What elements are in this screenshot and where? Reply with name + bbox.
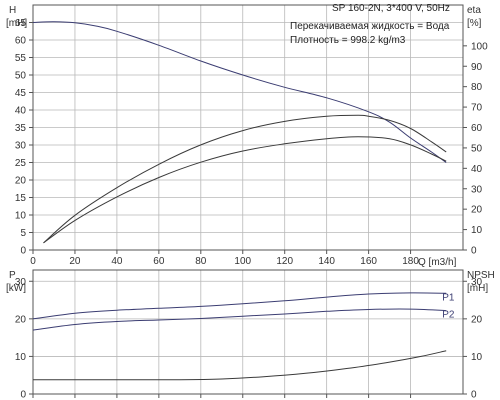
right-tick-label: 10 (471, 225, 483, 236)
left-tick-label: 10 (15, 211, 27, 222)
series-line-1-1 (32, 21, 447, 163)
left-tick-label: 20 (15, 176, 27, 187)
chart-title: SP 160-2N, 3*400 V, 50Hz (332, 3, 450, 14)
plot-frame (32, 269, 464, 395)
right-tick-label: 90 (471, 62, 483, 73)
x-tick-label: 160 (360, 256, 377, 267)
right-tick-label: 100 (471, 41, 488, 52)
right-tick-label: 70 (471, 103, 483, 114)
right-tick-label: 30 (471, 277, 483, 288)
series-line-2-3 (33, 350, 447, 381)
right-tick-label: 20 (471, 205, 483, 216)
power-axis-name: P (9, 270, 16, 281)
x-tick-label: 180 (402, 256, 419, 267)
density-info: Плотность = 998.2 kg/m3 (290, 35, 406, 46)
x-axis-label: Q [m3/h] (418, 257, 457, 268)
series-line-1-2 (43, 114, 447, 244)
right-tick-label: 20 (471, 314, 483, 325)
left-tick-label: 10 (15, 352, 27, 363)
x-tick-label: 120 (276, 256, 293, 267)
fluid-info: Перекачиваемая жидкость = Вода (290, 21, 450, 32)
left-tick-label: 0 (20, 390, 26, 400)
series-p1-line (32, 292, 447, 320)
eta-axis-unit: [%] (467, 18, 482, 29)
top-chart: 0 20 40 60 80 100 120 140 160 1800510152025303540… (15, 4, 488, 267)
left-tick-label: 35 (15, 123, 27, 134)
left-tick-label: 60 (15, 36, 27, 47)
left-tick-label: 20 (15, 314, 27, 325)
left-tick-label: 65 (15, 18, 27, 29)
series-p2-label: P2 (442, 310, 455, 321)
bottom-chart: 0 10 20 30 0 10 20 30 P1 P2 (15, 269, 483, 400)
right-tick-label: 40 (471, 164, 483, 175)
eta-axis-name: eta (467, 5, 481, 16)
right-tick-label: 60 (471, 123, 483, 134)
x-tick-label: 100 (234, 256, 251, 267)
right-tick-label: 30 (471, 184, 483, 195)
left-tick-label: 30 (15, 141, 27, 152)
power-axis-unit: [kW] (6, 283, 26, 294)
left-tick-label: 15 (15, 193, 27, 204)
plot-frame (32, 4, 464, 251)
x-tick-label: 60 (153, 256, 165, 267)
right-tick-label: 0 (471, 390, 477, 400)
head-axis-name: H (9, 5, 16, 16)
series-p1-label: P1 (442, 292, 455, 303)
left-tick-label: 5 (20, 228, 26, 239)
right-tick-label: 50 (471, 143, 483, 154)
right-tick-label: 80 (471, 82, 483, 93)
left-tick-label: 40 (15, 106, 27, 117)
npsh-axis-name: NPSH (467, 270, 495, 281)
left-tick-label: 30 (15, 277, 27, 288)
left-tick-label: 25 (15, 158, 27, 169)
npsh-axis-unit: [mH] (467, 283, 488, 294)
left-tick-label: 0 (20, 246, 26, 257)
x-tick-label: 140 (318, 256, 335, 267)
series-line-1-3 (43, 136, 447, 244)
left-tick-label: 45 (15, 88, 27, 99)
right-tick-label: 10 (471, 352, 483, 363)
left-tick-label: 55 (15, 53, 27, 64)
x-tick-label: 40 (111, 256, 123, 267)
right-tick-label: 0 (471, 246, 477, 257)
x-tick-label: 20 (69, 256, 81, 267)
x-tick-label: 0 (30, 256, 36, 267)
head-axis-unit: [mH] (6, 18, 27, 29)
series-p2-line (32, 308, 447, 331)
left-tick-label: 50 (15, 71, 27, 82)
x-tick-label: 80 (195, 256, 207, 267)
